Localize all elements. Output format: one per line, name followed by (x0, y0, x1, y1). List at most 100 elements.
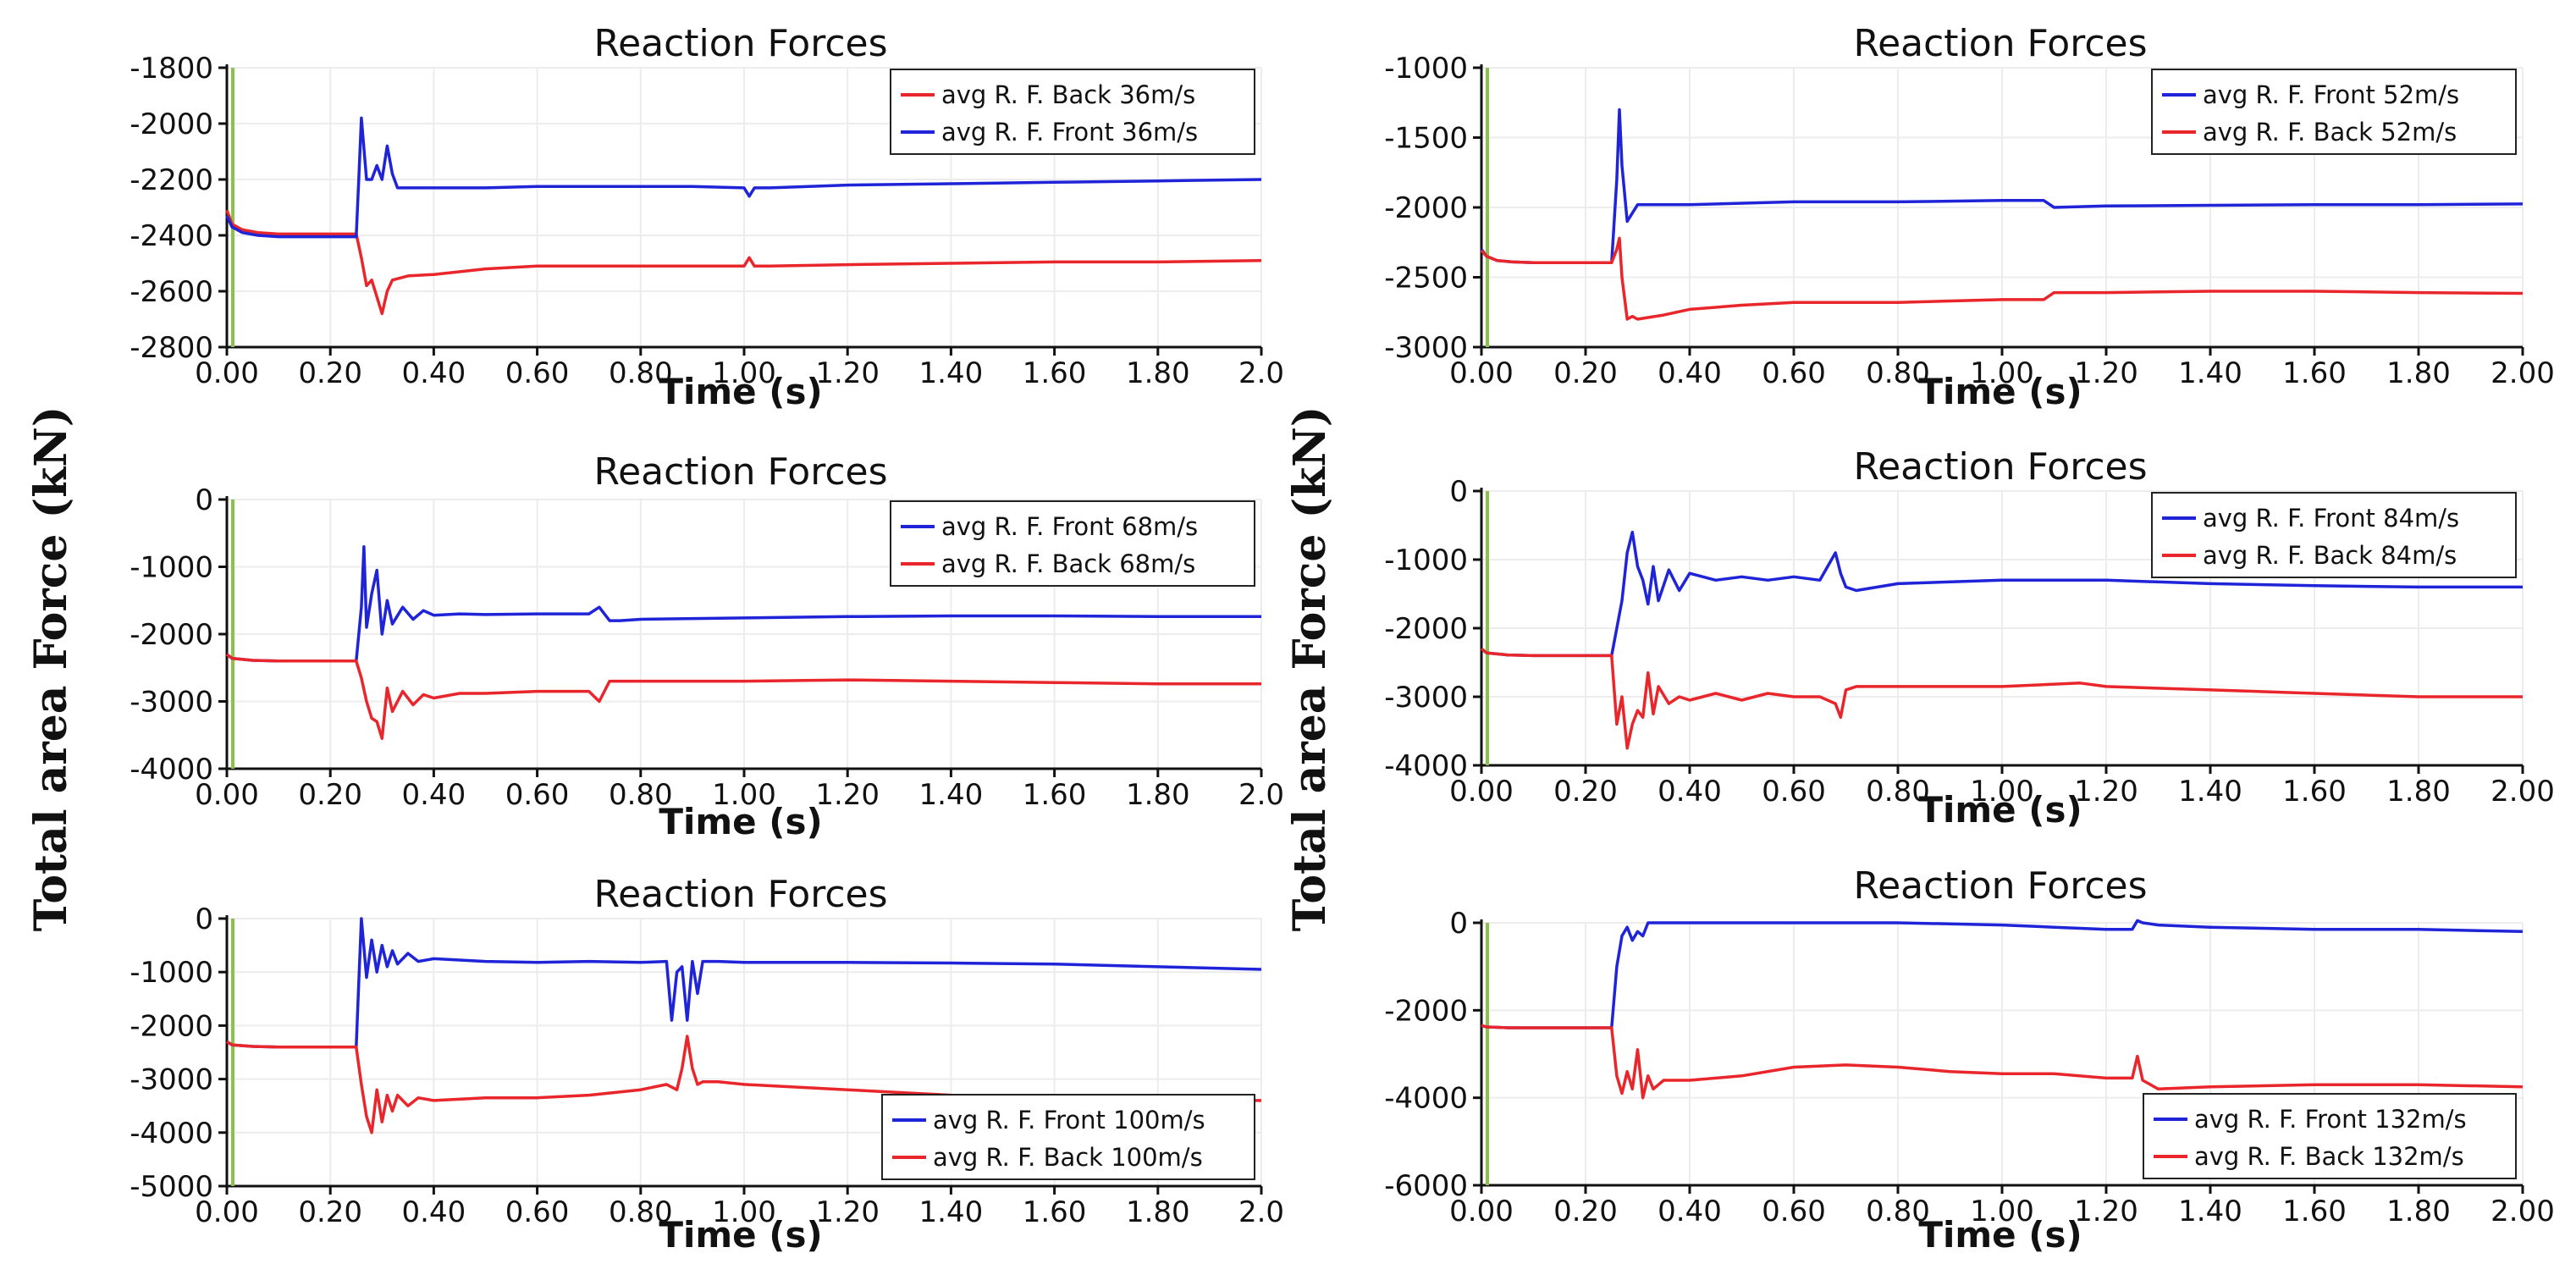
series-line-1 (225, 544, 1261, 663)
x-tick-label: 0.20 (1553, 356, 1618, 390)
chart-title: Reaction Forces (593, 873, 887, 916)
x-tick-label: 0.80 (609, 1195, 673, 1229)
y-tick-label: 0 (1449, 475, 1468, 509)
x-tick-label: 0.20 (1553, 775, 1618, 809)
x-tick-label: 1.40 (919, 1195, 984, 1229)
x-tick-label: 0.20 (298, 1195, 362, 1229)
chart-panel-4: 0.00 0.20 0.40 0.60 0.80 1.00 1.20 1.40 1.60 1.80… (1384, 445, 2555, 831)
y-tick-label: -4000 (1384, 749, 1468, 783)
x-axis-label: Time (s) (1918, 371, 2082, 412)
x-tick-label: 1.20 (2074, 775, 2138, 809)
y-tick-label: -1800 (130, 52, 213, 86)
y-tick-label: -1000 (130, 956, 213, 990)
series-line-1 (226, 917, 1262, 1049)
legend-entry-1: avg R. F. Back 36m/s (941, 80, 1195, 109)
x-tick-label: 0.20 (298, 778, 362, 812)
legend-box (2143, 1093, 2517, 1179)
x-tick-label: 1.60 (1023, 1195, 1087, 1229)
y-tick-label: -2000 (130, 1009, 213, 1043)
x-tick-label: 1.00 (712, 1195, 776, 1229)
legend: avg R. F. Front 132m/s avg R. F. Back 132… (2143, 1093, 2517, 1179)
x-tick-label: 0.20 (1553, 1195, 1618, 1228)
legend-entry-2: avg R. F. Front 36m/s (941, 118, 1198, 146)
chart-panel-1: 0.00 0.20 0.40 0.60 0.80 1.00 1.20 1.40 1.60 1.80… (130, 22, 1284, 412)
chart-title: Reaction Forces (1853, 22, 2147, 65)
chart-title: Reaction Forces (593, 22, 887, 65)
x-axis-label: Time (s) (659, 1214, 822, 1256)
x-tick-label: 1.20 (815, 356, 880, 390)
x-tick-label: 1.60 (2282, 775, 2347, 809)
x-tick-label: 0.20 (298, 356, 362, 390)
x-tick-label: 1.80 (2386, 775, 2451, 809)
x-axis-label: Time (s) (1918, 789, 2082, 831)
x-tick-label: 2.00 (2491, 1195, 2555, 1228)
y-tick-label: -6000 (1384, 1169, 1468, 1203)
y-tick-label: -1000 (130, 551, 213, 585)
chart-panel-6: 0.00 0.20 0.40 0.60 0.80 1.00 1.20 1.40 1.60 1.80… (1384, 864, 2555, 1256)
series-line-2 (1480, 236, 2524, 321)
x-tick-label: 1.40 (2178, 356, 2242, 390)
x-axis-label: Time (s) (659, 801, 822, 842)
x-tick-label: 1.60 (1023, 356, 1087, 390)
y-tick-label: -2000 (1384, 191, 1468, 225)
x-tick-label: 2.0 (1238, 1195, 1284, 1229)
y-tick-label: -3000 (130, 686, 213, 720)
y-tick-label: 0 (1449, 907, 1468, 941)
series-line-1 (225, 209, 1262, 316)
series-line-2 (225, 653, 1261, 740)
x-tick-label: 0.80 (1866, 775, 1930, 809)
y-tick-label: 0 (195, 483, 213, 517)
y-tick-label: -2200 (130, 163, 213, 197)
x-tick-label: 0.60 (505, 1195, 570, 1229)
series-line-2 (225, 116, 1262, 239)
legend: avg R. F. Front 52m/s avg R. F. Back 52m/… (2151, 69, 2517, 155)
x-axis-label: Time (s) (1918, 1214, 2082, 1256)
x-tick-label: 1.60 (1023, 778, 1087, 812)
x-tick-label: 1.00 (1970, 775, 2034, 809)
legend-entry-2: avg R. F. Back 100m/s (933, 1143, 1203, 1172)
y-tick-label: -2000 (130, 618, 213, 652)
y-tick-label: -5000 (130, 1170, 213, 1204)
x-tick-label: 0.40 (402, 1195, 466, 1229)
x-tick-label: 0.60 (1762, 356, 1826, 390)
y-tick-label: -2000 (1384, 612, 1468, 646)
legend-entry-2: avg R. F. Back 84m/s (2203, 541, 2457, 570)
x-tick-label: 0.00 (1449, 775, 1514, 809)
chart-grid: 0.00 0.20 0.40 0.60 0.80 1.00 1.20 1.40 1.60 1.80… (130, 22, 2555, 1256)
legend-entry-1: avg R. F. Front 52m/s (2203, 80, 2459, 109)
legend-box (881, 1094, 1255, 1180)
x-tick-label: 0.80 (609, 778, 673, 812)
x-tick-label: 0.60 (1762, 775, 1826, 809)
y-tick-label: -2400 (130, 219, 213, 253)
x-tick-label: 1.20 (815, 778, 880, 812)
legend-box (2151, 69, 2517, 155)
x-tick-label: 2.0 (1238, 778, 1284, 812)
chart-title: Reaction Forces (1853, 445, 2147, 488)
y-tick-label: -2600 (130, 275, 213, 309)
x-tick-label: 0.80 (1866, 1195, 1930, 1228)
x-tick-label: 1.40 (919, 356, 984, 390)
x-tick-label: 0.80 (1866, 356, 1930, 390)
legend: avg R. F. Back 36m/s avg R. F. Front 36m/… (890, 69, 1255, 155)
y-tick-label: -2000 (130, 108, 213, 141)
x-tick-label: 0.60 (505, 778, 570, 812)
x-tick-label: 0.40 (1658, 775, 1722, 809)
legend-entry-2: avg R. F. Back 132m/s (2194, 1142, 2464, 1171)
x-tick-label: 0.00 (1449, 356, 1514, 390)
chart-panel-2: 0.00 0.20 0.40 0.60 0.80 1.00 1.20 1.40 1.60 1.80… (1384, 22, 2555, 412)
x-tick-label: 2.0 (1238, 356, 1284, 390)
legend-entry-2: avg R. F. Back 52m/s (2203, 118, 2457, 146)
x-tick-label: 0.60 (1762, 1195, 1826, 1228)
x-tick-label: 1.00 (712, 356, 776, 390)
y-tick-label: -1500 (1384, 122, 1468, 156)
legend-box (890, 69, 1255, 155)
y-tick-label: -3000 (1384, 331, 1468, 365)
legend: avg R. F. Front 68m/s avg R. F. Back 68m/… (890, 500, 1255, 587)
x-tick-label: 1.80 (1126, 1195, 1190, 1229)
y-tick-label: -3000 (1384, 681, 1468, 715)
x-tick-label: 0.40 (1658, 1195, 1722, 1228)
x-tick-label: 1.20 (2074, 356, 2138, 390)
chart-panel-5: 0.00 0.20 0.40 0.60 0.80 1.00 1.20 1.40 1.60 1.80… (130, 873, 1284, 1256)
x-tick-label: 1.20 (815, 1195, 880, 1229)
